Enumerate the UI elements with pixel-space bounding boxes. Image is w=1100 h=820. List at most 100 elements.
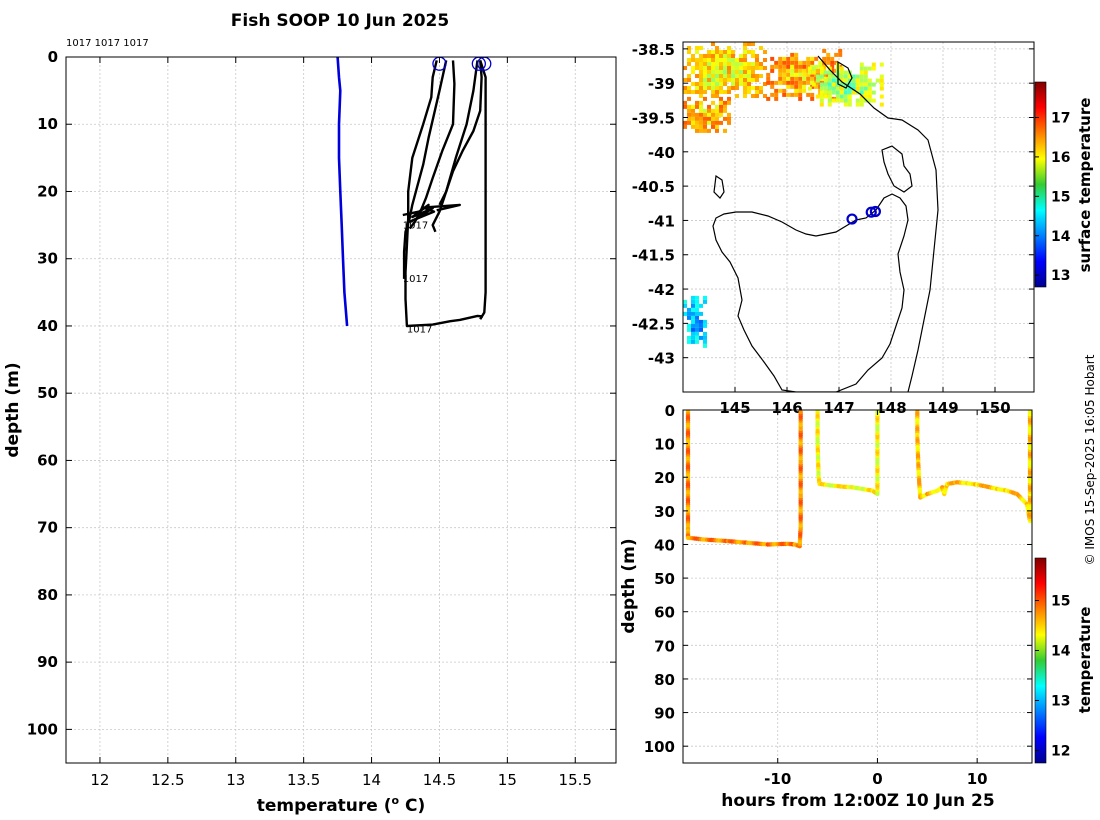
profile-y-tick-label: 0 — [48, 48, 58, 66]
map-sst-cell — [719, 66, 723, 70]
map-sst-cell — [727, 96, 731, 101]
map-sst-cell — [859, 98, 864, 103]
map-sst-cell — [810, 72, 815, 77]
map-sst-cell — [691, 90, 695, 94]
map-sst-cell — [786, 76, 791, 81]
map-sst-cell — [735, 78, 739, 82]
map-colorbar — [1034, 81, 1047, 288]
map-sst-cell — [827, 74, 832, 79]
profile-y-tick-label: 100 — [27, 720, 58, 738]
map-sst-cell — [815, 78, 820, 83]
map-sst-cell — [782, 68, 787, 73]
map-sst-cell — [839, 94, 844, 99]
profile-top-labels: 1017 1017 1017 — [66, 38, 149, 49]
map-sst-cell — [811, 82, 816, 87]
map-sst-cell — [831, 90, 836, 95]
map-sst-cell — [715, 70, 719, 74]
map-sst-cell — [855, 78, 860, 83]
map-sst-cell — [770, 92, 775, 97]
map-sst-cell — [743, 74, 747, 78]
map-y-tick-label: -41.5 — [632, 247, 675, 265]
track-colorbar-tick-label: 12 — [1051, 744, 1070, 760]
map-sst-cell — [747, 74, 751, 78]
map-sst-cell — [707, 54, 711, 58]
map-sst-cell — [782, 76, 787, 81]
map-sst-cell — [719, 112, 723, 117]
map-sst-cell — [695, 327, 699, 332]
map-sst-cell — [790, 52, 795, 57]
map-sst-cell — [695, 50, 699, 54]
map-sst-cell — [774, 80, 779, 85]
track-x-axis-label: hours from 12:00Z 10 Jun 25 — [721, 791, 994, 811]
map-colorbar-label: surface temperature — [1076, 98, 1094, 273]
map-sst-cell — [707, 116, 711, 121]
map-sst-cell — [691, 295, 695, 300]
map-sst-cell — [683, 90, 687, 94]
track-y-tick-label: 10 — [654, 436, 675, 454]
profile-series-line — [336, 57, 349, 327]
map-sst-cell — [823, 90, 828, 95]
map-sst-cell — [879, 102, 884, 107]
map-sst-cell — [863, 74, 868, 79]
map-sst-cell — [687, 339, 691, 344]
map-sst-cell — [731, 62, 735, 66]
map-sst-cell — [822, 48, 827, 53]
map-sst-cell — [723, 74, 727, 78]
map-sst-cell — [855, 82, 860, 87]
map-sst-cell — [731, 70, 735, 74]
track-y-tick-label: 70 — [654, 637, 675, 655]
map-sst-cell — [699, 90, 703, 94]
map-sst-cell — [715, 62, 719, 66]
map-sst-cell — [819, 90, 824, 95]
map-sst-cell — [687, 307, 691, 312]
map-sst-cell — [707, 86, 711, 90]
map-sst-cell — [731, 86, 735, 90]
map-sst-cell — [695, 299, 699, 304]
map-sst-cell — [823, 70, 828, 75]
map-sst-cell — [851, 82, 856, 87]
map-sst-cell — [707, 66, 711, 70]
map-sst-cell — [731, 54, 735, 58]
map-sst-cell — [830, 56, 835, 61]
map-sst-cell — [827, 102, 832, 107]
track-y-tick-label: 90 — [654, 705, 675, 723]
map-sst-cell — [774, 64, 779, 69]
map-sst-cell — [807, 86, 812, 91]
map-sst-cell — [715, 94, 719, 98]
map-sst-cell — [819, 70, 824, 75]
profile-x-tick-label: 13 — [226, 771, 245, 789]
map-sst-cell — [755, 66, 759, 70]
track-colorbar-tick-label: 15 — [1051, 594, 1070, 610]
map-sst-cell — [851, 86, 856, 91]
map-sst-cell — [719, 58, 723, 62]
map-sst-cell — [859, 70, 864, 75]
map-sst-cell — [806, 56, 811, 61]
map-sst-cell — [739, 66, 743, 70]
mainland-coastline — [817, 55, 939, 392]
map-sst-cell — [719, 74, 723, 78]
map-sst-cell — [711, 108, 715, 113]
map-sst-cell — [778, 76, 783, 81]
map-sst-cell — [691, 319, 695, 324]
map-sst-cell — [747, 78, 751, 82]
map-sst-cell — [759, 62, 763, 66]
map-sst-cell — [747, 82, 751, 86]
map-sst-cell — [683, 120, 687, 125]
map-sst-cell — [691, 120, 695, 125]
profile-series-line — [402, 60, 448, 279]
map-sst-cell — [723, 128, 727, 133]
map-sst-cell — [695, 66, 699, 70]
track-colorbar-ticks: 12 13 14 15 — [1035, 594, 1071, 760]
map-sst-cell — [774, 92, 779, 97]
map-sst-cell — [699, 104, 703, 109]
map-sst-cell — [755, 74, 759, 78]
map-sst-cell — [774, 88, 779, 93]
map-sst-cell — [747, 86, 751, 90]
map-sst-cell — [727, 100, 731, 105]
map-sst-cell — [863, 66, 868, 71]
map-sst-cell — [711, 66, 715, 70]
map-sst-cell — [847, 90, 852, 95]
map-sst-cell — [867, 86, 872, 91]
map-sst-cell — [790, 84, 795, 89]
track-y-tick-label: 50 — [654, 570, 675, 588]
